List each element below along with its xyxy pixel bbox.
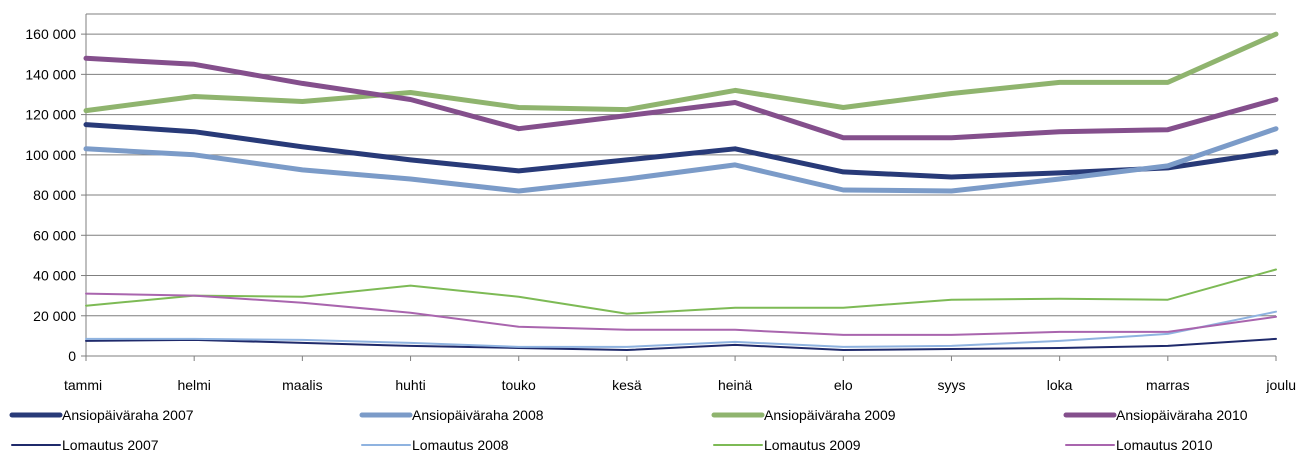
y-tick-label: 160 000 xyxy=(25,26,76,42)
x-tick-label: huhti xyxy=(395,377,425,393)
legend-label: Lomautus 2010 xyxy=(1116,437,1213,453)
legend-label: Lomautus 2008 xyxy=(412,437,509,453)
x-tick-label: elo xyxy=(834,377,853,393)
x-tick-label: tammi xyxy=(64,377,102,393)
y-tick-label: 20 000 xyxy=(33,308,76,324)
legend-label: Ansiopäiväraha 2010 xyxy=(1116,407,1248,423)
series-line xyxy=(85,268,1277,315)
legend: Ansiopäiväraha 2007 Ansiopäiväraha 2008 An… xyxy=(9,407,1248,453)
series-line xyxy=(85,310,1277,348)
x-tick-label: heinä xyxy=(718,377,752,393)
x-tick-label: marras xyxy=(1146,377,1190,393)
x-tick-label: kesä xyxy=(612,377,642,393)
x-tick-label: syys xyxy=(937,377,965,393)
series-line xyxy=(85,337,1277,351)
legend-label: Ansiopäiväraha 2007 xyxy=(62,407,194,423)
axes xyxy=(81,14,1277,361)
series-lines xyxy=(83,31,1279,351)
legend-label: Ansiopäiväraha 2009 xyxy=(764,407,896,423)
x-tick-label: joulu xyxy=(1265,377,1296,393)
y-tick-label: 100 000 xyxy=(25,147,76,163)
y-tick-label: 40 000 xyxy=(33,268,76,284)
series-line xyxy=(83,126,1279,194)
legend-label: Lomautus 2007 xyxy=(62,437,159,453)
series-line xyxy=(83,55,1279,141)
legend-label: Lomautus 2009 xyxy=(764,437,861,453)
y-tick-labels: 0 20 000 40 000 60 000 80 000 100 000 120 000 1… xyxy=(25,26,76,364)
x-tick-label: touko xyxy=(502,377,536,393)
x-tick-label: helmi xyxy=(177,377,210,393)
x-tick-labels: tammi helmi maalis huhti touko kesä heinä elo sy… xyxy=(64,377,1296,393)
y-tick-label: 0 xyxy=(68,348,76,364)
y-tick-label: 140 000 xyxy=(25,66,76,82)
series-line xyxy=(85,292,1277,336)
y-tick-label: 120 000 xyxy=(25,107,76,123)
x-tick-label: loka xyxy=(1047,377,1073,393)
y-tick-label: 80 000 xyxy=(33,187,76,203)
y-tick-label: 60 000 xyxy=(33,227,76,243)
series-line xyxy=(83,31,1279,114)
x-tick-label: maalis xyxy=(282,377,322,393)
legend-label: Ansiopäiväraha 2008 xyxy=(412,407,544,423)
series-line xyxy=(83,122,1279,180)
